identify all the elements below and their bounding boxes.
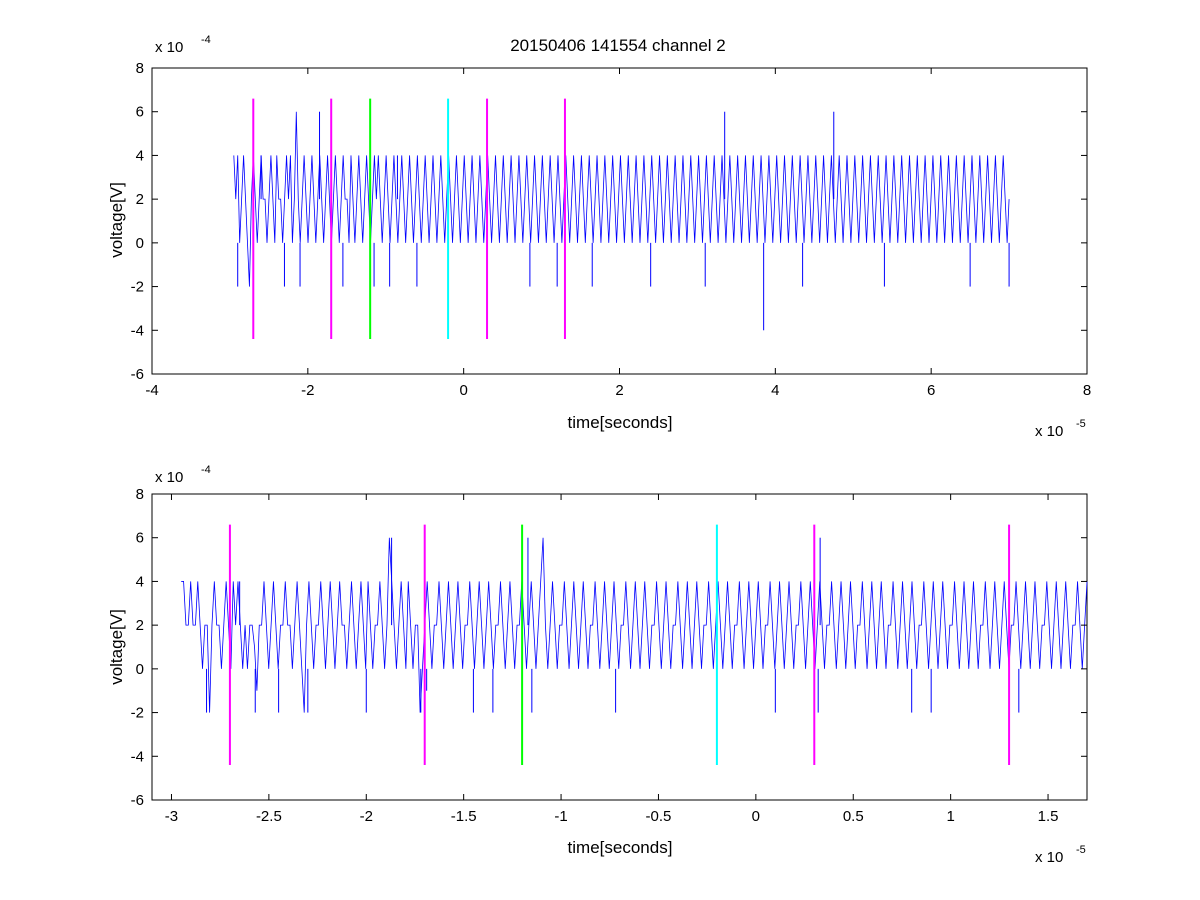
x-tick-label: -2.5 <box>256 808 282 825</box>
y-tick-label: -4 <box>131 322 144 339</box>
x-tick-label: 1.5 <box>1038 808 1059 825</box>
x-exponent-base: x 10 <box>1035 423 1063 440</box>
y-tick-label: -6 <box>131 792 144 809</box>
x-tick-label: -2 <box>360 808 373 825</box>
y-exponent-power: -4 <box>201 464 211 476</box>
y-tick-label: -6 <box>131 366 144 383</box>
x-tick-label: 8 <box>1083 382 1091 399</box>
x-tick-label: 6 <box>927 382 935 399</box>
y-axis-label: voltage[V] <box>107 182 126 258</box>
y-tick-label: 8 <box>136 486 144 503</box>
y-tick-label: 2 <box>136 617 144 634</box>
x-axis-exponent: x 10 -5 <box>1035 418 1086 440</box>
plot-frame <box>151 493 1088 801</box>
x-axis-label: time[seconds] <box>568 413 673 432</box>
x-tick-label: 0.5 <box>843 808 864 825</box>
signal-series-line <box>233 111 1010 287</box>
x-tick-label: 4 <box>771 382 779 399</box>
x-exponent-base: x 10 <box>1035 849 1063 866</box>
x-tick-label: -0.5 <box>646 808 672 825</box>
y-tick-label: 8 <box>136 60 144 77</box>
x-axis-exponent: x 10 -5 <box>1035 844 1086 866</box>
y-tick-label: 2 <box>136 191 144 208</box>
y-exponent-base: x 10 <box>155 469 183 486</box>
y-tick-label: -4 <box>131 748 144 765</box>
y-exponent-base: x 10 <box>155 39 183 56</box>
y-tick-label: -2 <box>131 705 144 722</box>
x-tick-label: -1.5 <box>451 808 477 825</box>
y-tick-label: 0 <box>136 661 144 678</box>
x-tick-label: 0 <box>459 382 467 399</box>
y-tick-label: 6 <box>136 104 144 121</box>
y-exponent-power: -4 <box>201 34 211 46</box>
x-exponent-power: -5 <box>1076 418 1086 430</box>
y-tick-label: 6 <box>136 530 144 547</box>
x-tick-label: 0 <box>752 808 760 825</box>
plot-frame <box>151 67 1088 375</box>
y-tick-label: 4 <box>136 147 144 164</box>
chart-title: 20150406 141554 channel 2 <box>510 36 726 55</box>
x-tick-label: -4 <box>145 382 158 399</box>
y-axis-exponent: x 10 -4 <box>155 464 211 486</box>
x-exponent-power: -5 <box>1076 844 1086 856</box>
y-axis-exponent: x 10 -4 <box>155 34 211 56</box>
x-tick-label: -1 <box>554 808 567 825</box>
y-tick-label: 4 <box>136 573 144 590</box>
x-tick-label: -2 <box>301 382 314 399</box>
y-tick-label: -2 <box>131 279 144 296</box>
x-tick-label: 1 <box>946 808 954 825</box>
bottom-subplot: x 10 -4 x 10 -5 time[seconds] voltage[V]… <box>107 464 1088 866</box>
signal-series-line <box>181 537 1088 713</box>
x-tick-label: 2 <box>615 382 623 399</box>
y-axis-label: voltage[V] <box>107 609 126 685</box>
top-subplot: 20150406 141554 channel 2 x 10 -4 x 10 -… <box>107 34 1091 440</box>
y-tick-label: 0 <box>136 235 144 252</box>
x-tick-label: -3 <box>165 808 178 825</box>
x-axis-label: time[seconds] <box>568 838 673 857</box>
